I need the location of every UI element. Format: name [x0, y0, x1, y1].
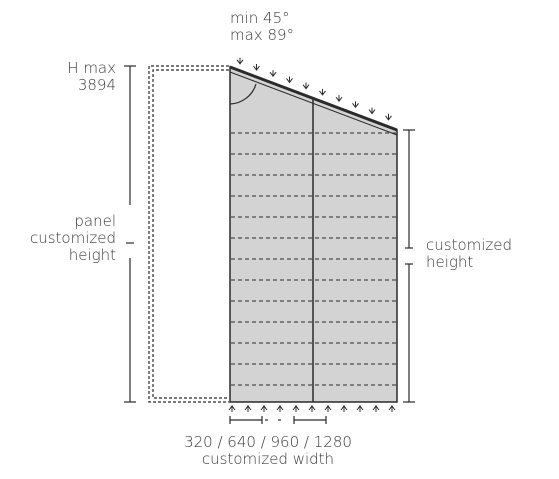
angle-max: max 89°	[230, 26, 295, 44]
panel-height-line1: panel	[74, 212, 116, 230]
chevron-arrow-icon	[292, 405, 300, 412]
width-label: 320 / 640 / 960 / 1280 customized width	[150, 434, 386, 468]
angle-label: min 45° max 89°	[230, 10, 294, 44]
side-height-label: customized height	[426, 237, 512, 271]
width-values: 320 / 640 / 960 / 1280	[184, 433, 352, 451]
height-max-title: H max	[67, 59, 116, 77]
chevron-arrow-icon	[236, 57, 244, 65]
chevron-arrow-icon	[228, 405, 236, 412]
chevron-arrow-icon	[319, 88, 326, 96]
panel-height-line3: height	[68, 246, 116, 264]
chevron-arrow-icon	[385, 113, 392, 121]
chevron-arrow-icon	[352, 101, 359, 109]
side-height-line2: height	[426, 253, 474, 271]
chevron-arrow-icon	[253, 63, 260, 71]
chevron-arrow-icon	[372, 405, 380, 412]
panel-height-label: panel customized height	[20, 213, 116, 264]
chevron-arrow-icon	[324, 405, 332, 412]
width-dimension	[229, 416, 327, 424]
chevron-arrow-icon	[356, 405, 364, 412]
angle-min: min 45°	[230, 9, 290, 27]
width-title: customized width	[201, 450, 335, 468]
height-max-value: 3894	[77, 76, 116, 94]
bottom-arrows	[228, 405, 396, 412]
height-max-label: H max 3894	[40, 60, 116, 94]
chevron-arrow-icon	[335, 95, 343, 102]
side-height-line1: customized	[426, 236, 513, 254]
h-max-dimension	[124, 65, 136, 403]
chevron-arrow-icon	[244, 405, 252, 412]
chevron-arrow-icon	[260, 405, 268, 412]
sloped-frame	[229, 65, 398, 132]
chevron-arrow-icon	[302, 82, 310, 90]
chevron-arrow-icon	[308, 405, 316, 412]
top-arrows	[236, 57, 392, 121]
panel-height-line2: customized	[29, 229, 116, 247]
chevron-arrow-icon	[286, 76, 293, 84]
chevron-arrow-icon	[340, 405, 348, 412]
chevron-arrow-icon	[269, 70, 277, 78]
angle-arc	[229, 83, 257, 105]
side-height-dimension	[403, 129, 415, 403]
chevron-arrow-icon	[368, 107, 376, 115]
chevron-arrow-icon	[388, 405, 396, 412]
side-profile-dashed	[148, 65, 229, 403]
chevron-arrow-icon	[276, 405, 284, 412]
